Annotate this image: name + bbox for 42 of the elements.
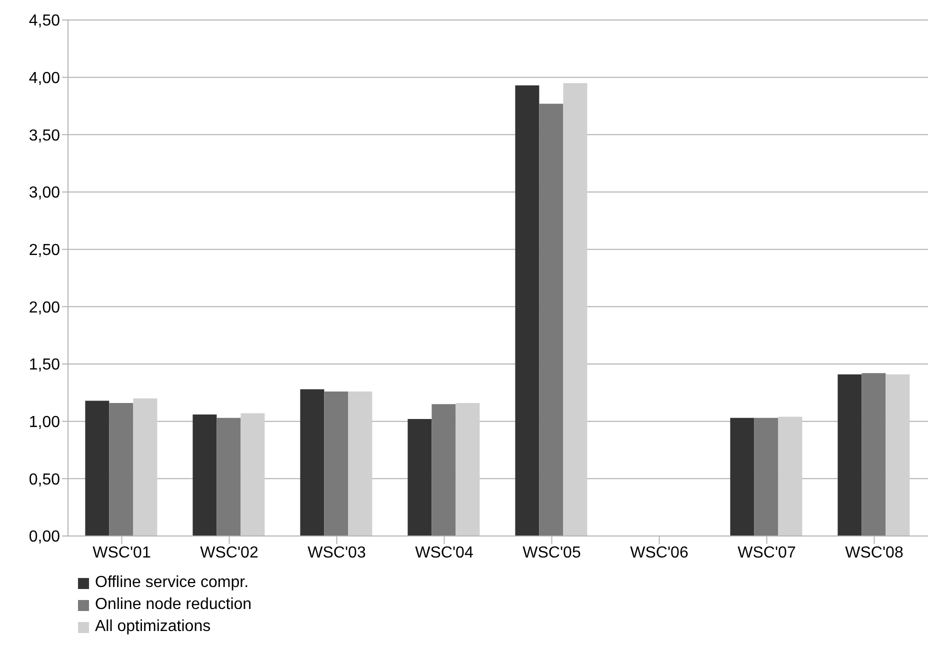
- x-tick-label: WSC'02: [200, 544, 258, 562]
- bar: [730, 418, 754, 536]
- bar: [109, 402, 134, 536]
- bar: [778, 416, 802, 536]
- y-tick-label: 3,50: [28, 127, 60, 144]
- bar: [324, 392, 348, 536]
- x-tick-label: WSC'03: [308, 544, 366, 562]
- bar: [133, 398, 158, 536]
- legend-label: Offline service compr.: [95, 573, 249, 593]
- bar: [754, 418, 778, 536]
- x-tick-label: WSC'04: [415, 544, 474, 562]
- y-tick-label: 1,50: [28, 356, 60, 374]
- x-tick-label: WSC'07: [738, 544, 796, 562]
- bar: [862, 373, 886, 536]
- bar: [240, 413, 265, 536]
- y-tick-label: 4,50: [28, 12, 60, 30]
- bar: [515, 85, 540, 536]
- y-tick-label: 4,00: [28, 70, 60, 88]
- legend-label: Online node reduction: [95, 595, 252, 615]
- legend-label: All optimizations: [95, 617, 211, 637]
- x-tick-label: WSC'01: [92, 544, 151, 562]
- bar: [85, 400, 110, 536]
- y-tick-label: 0,50: [28, 471, 60, 488]
- bar: [563, 83, 588, 536]
- bar: [192, 414, 217, 536]
- y-tick-label: 2,00: [28, 299, 60, 316]
- x-tick-label: WSC'08: [845, 544, 904, 562]
- bar: [432, 404, 456, 536]
- bar: [886, 374, 910, 536]
- x-tick-label: WSC'06: [630, 544, 688, 562]
- bar: [838, 374, 862, 536]
- bar: [216, 418, 241, 536]
- bar: [539, 104, 564, 536]
- y-tick-label: 0,00: [28, 528, 60, 546]
- y-tick-label: 3,00: [28, 184, 60, 202]
- bar: [348, 392, 372, 536]
- x-tick-label: WSC'05: [522, 544, 581, 562]
- y-tick-label: 1,00: [28, 414, 60, 432]
- bar: [408, 419, 432, 536]
- bar: [456, 402, 480, 536]
- bar: [300, 389, 324, 536]
- y-tick-label: 2,50: [28, 242, 60, 260]
